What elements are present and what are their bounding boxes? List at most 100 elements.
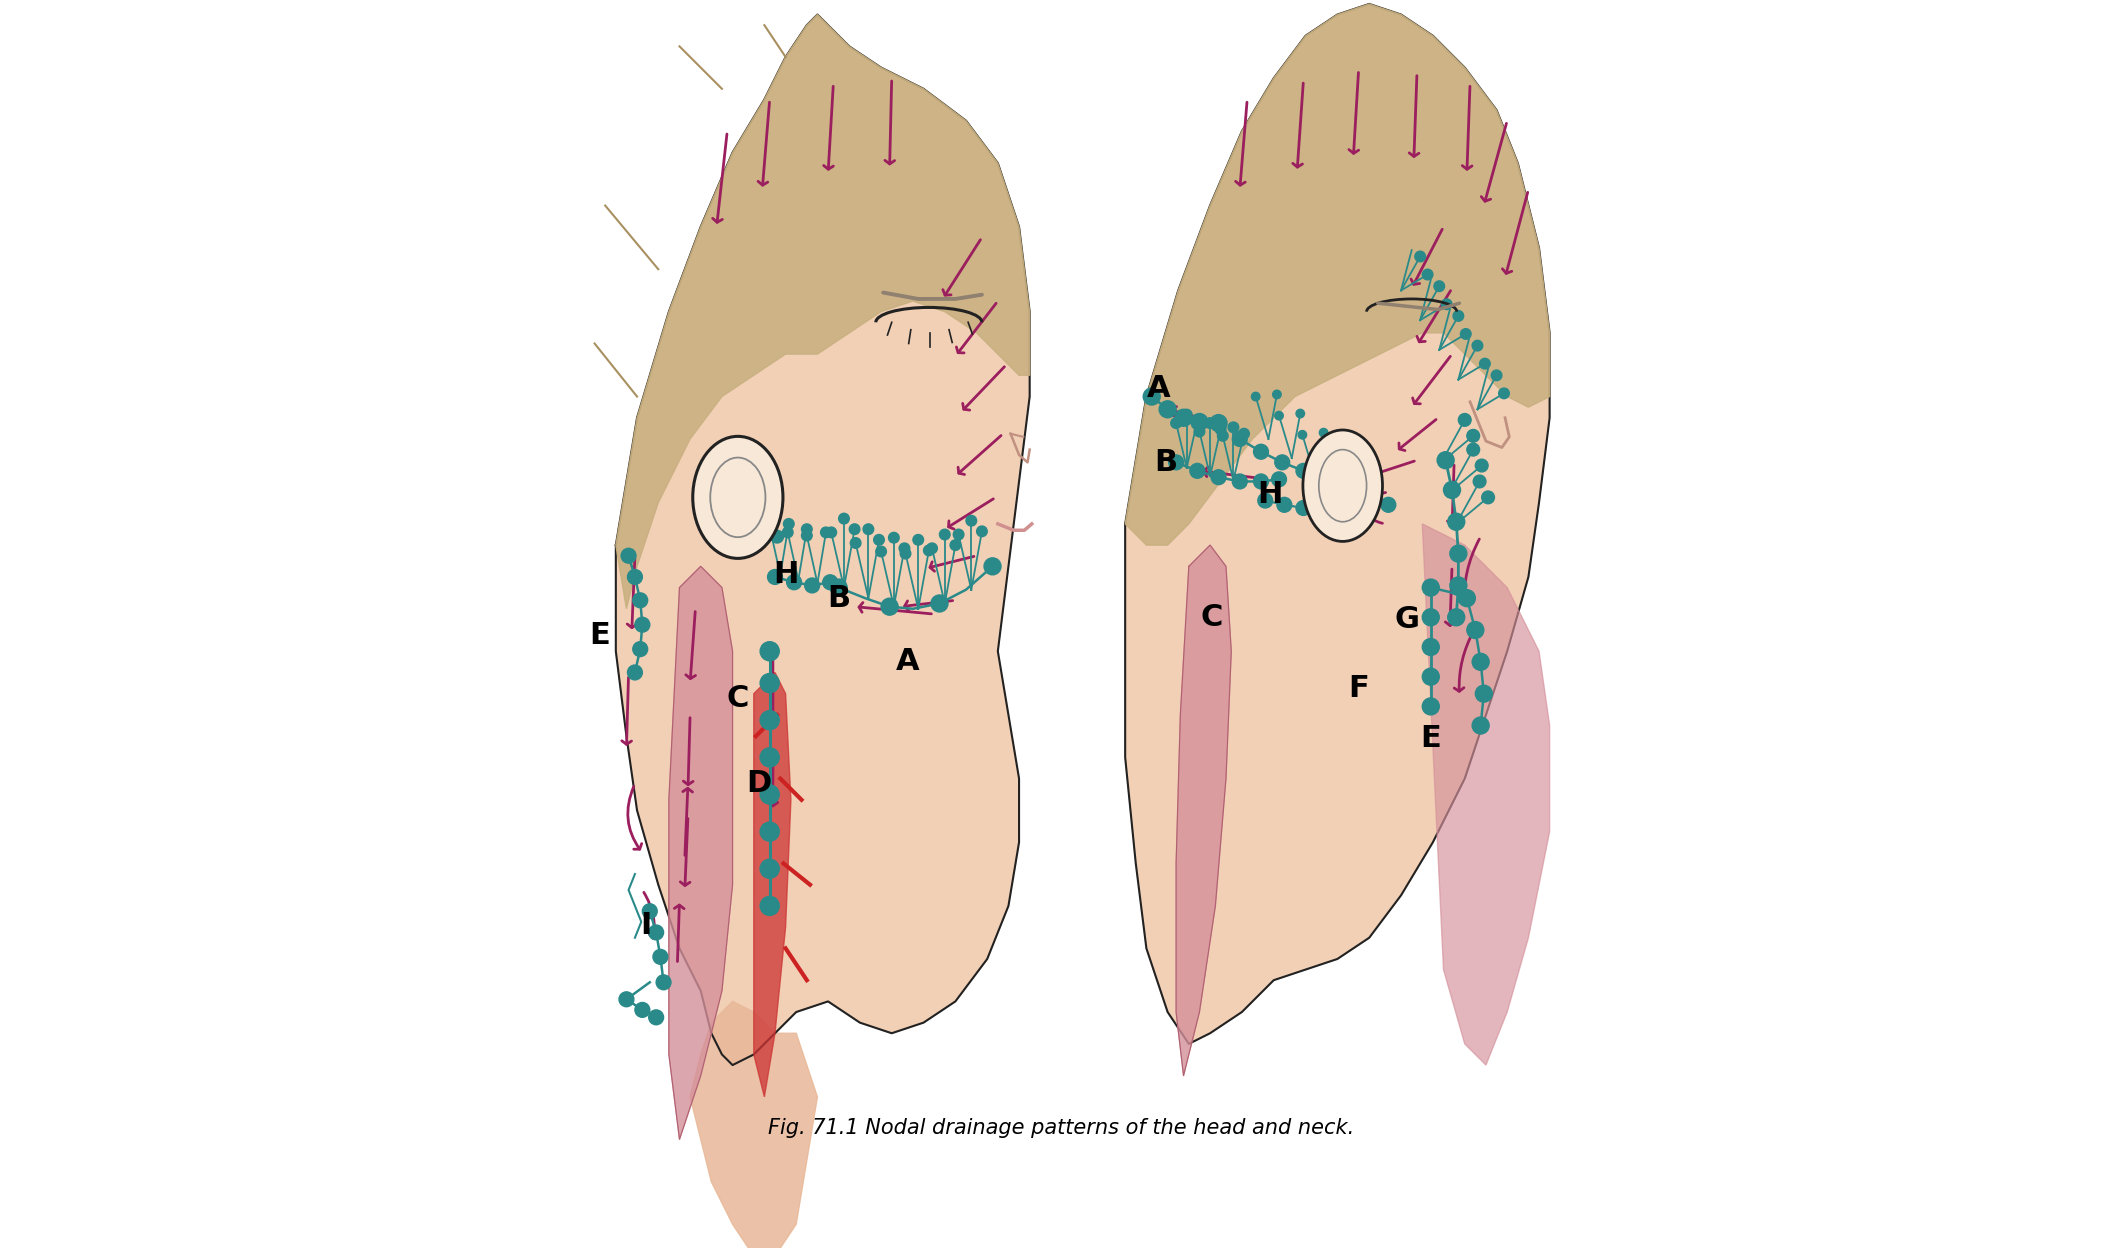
- Circle shape: [1471, 718, 1488, 734]
- Circle shape: [656, 975, 671, 990]
- Circle shape: [1253, 474, 1267, 489]
- Circle shape: [1321, 449, 1329, 458]
- Text: C: C: [726, 684, 749, 714]
- Text: D: D: [747, 769, 771, 799]
- Text: H: H: [1257, 479, 1282, 509]
- Circle shape: [1444, 482, 1461, 498]
- Text: B: B: [828, 584, 849, 613]
- Circle shape: [1459, 413, 1471, 427]
- Circle shape: [783, 527, 794, 538]
- Circle shape: [1467, 622, 1484, 639]
- Text: E: E: [1420, 724, 1442, 753]
- Circle shape: [1295, 463, 1310, 478]
- Circle shape: [1276, 498, 1291, 512]
- Circle shape: [953, 529, 964, 540]
- Circle shape: [771, 530, 783, 543]
- Circle shape: [877, 547, 887, 557]
- Circle shape: [881, 598, 898, 615]
- Circle shape: [977, 525, 987, 537]
- Circle shape: [1295, 409, 1304, 418]
- Polygon shape: [616, 15, 1030, 609]
- Circle shape: [1380, 498, 1395, 512]
- Circle shape: [1204, 418, 1214, 428]
- Circle shape: [1227, 422, 1238, 433]
- Circle shape: [951, 540, 962, 550]
- Ellipse shape: [1304, 431, 1382, 542]
- Circle shape: [1422, 609, 1439, 625]
- Circle shape: [1475, 685, 1492, 703]
- Polygon shape: [1422, 524, 1550, 1065]
- Circle shape: [628, 569, 643, 584]
- Circle shape: [743, 512, 756, 525]
- Circle shape: [1467, 429, 1480, 442]
- Text: H: H: [773, 560, 798, 589]
- Circle shape: [760, 896, 779, 916]
- Circle shape: [1318, 428, 1327, 437]
- Text: A: A: [1146, 373, 1172, 403]
- Text: G: G: [1395, 605, 1420, 634]
- Circle shape: [628, 665, 643, 680]
- Circle shape: [1471, 341, 1482, 351]
- Circle shape: [1191, 416, 1202, 427]
- Text: C: C: [1202, 603, 1223, 631]
- Circle shape: [769, 569, 783, 584]
- Circle shape: [849, 524, 860, 534]
- Circle shape: [1344, 469, 1352, 477]
- Ellipse shape: [692, 437, 783, 558]
- Circle shape: [802, 530, 813, 540]
- Polygon shape: [1176, 545, 1231, 1076]
- Circle shape: [654, 950, 669, 965]
- Circle shape: [1467, 443, 1480, 456]
- Circle shape: [1314, 469, 1329, 483]
- Circle shape: [1210, 469, 1225, 484]
- Circle shape: [1482, 490, 1495, 504]
- Circle shape: [760, 710, 779, 730]
- Circle shape: [805, 578, 819, 593]
- Circle shape: [822, 527, 832, 538]
- Circle shape: [783, 519, 794, 529]
- Circle shape: [1442, 300, 1452, 310]
- Circle shape: [1461, 328, 1471, 339]
- Circle shape: [1170, 418, 1180, 428]
- Circle shape: [966, 515, 977, 525]
- Circle shape: [1142, 388, 1159, 406]
- Polygon shape: [1125, 4, 1550, 1043]
- Circle shape: [826, 527, 836, 538]
- Circle shape: [1210, 414, 1227, 432]
- Circle shape: [760, 785, 779, 804]
- Circle shape: [940, 529, 951, 540]
- Circle shape: [1193, 427, 1204, 437]
- Circle shape: [760, 674, 779, 693]
- Circle shape: [1414, 251, 1425, 262]
- Circle shape: [1346, 490, 1361, 504]
- Circle shape: [650, 925, 664, 940]
- Circle shape: [864, 524, 875, 534]
- Circle shape: [633, 641, 648, 656]
- Text: A: A: [896, 648, 919, 676]
- Circle shape: [1437, 452, 1454, 469]
- Circle shape: [1452, 311, 1463, 321]
- Circle shape: [900, 543, 911, 554]
- Circle shape: [1238, 428, 1248, 439]
- Circle shape: [760, 748, 779, 768]
- Circle shape: [1422, 270, 1433, 280]
- Circle shape: [1499, 388, 1509, 398]
- Circle shape: [913, 534, 924, 545]
- Circle shape: [1475, 459, 1488, 472]
- Text: I: I: [639, 911, 652, 940]
- Circle shape: [1363, 495, 1378, 510]
- Circle shape: [1159, 401, 1176, 418]
- Circle shape: [1231, 432, 1246, 447]
- Polygon shape: [1125, 4, 1550, 545]
- Circle shape: [1191, 413, 1208, 431]
- Circle shape: [932, 595, 949, 612]
- Circle shape: [1448, 609, 1465, 625]
- Circle shape: [760, 822, 779, 841]
- Circle shape: [756, 523, 769, 535]
- Circle shape: [1257, 493, 1272, 508]
- Text: F: F: [1348, 674, 1369, 703]
- Circle shape: [839, 513, 849, 524]
- Circle shape: [1274, 456, 1289, 469]
- Circle shape: [1450, 545, 1467, 562]
- Circle shape: [1490, 369, 1501, 381]
